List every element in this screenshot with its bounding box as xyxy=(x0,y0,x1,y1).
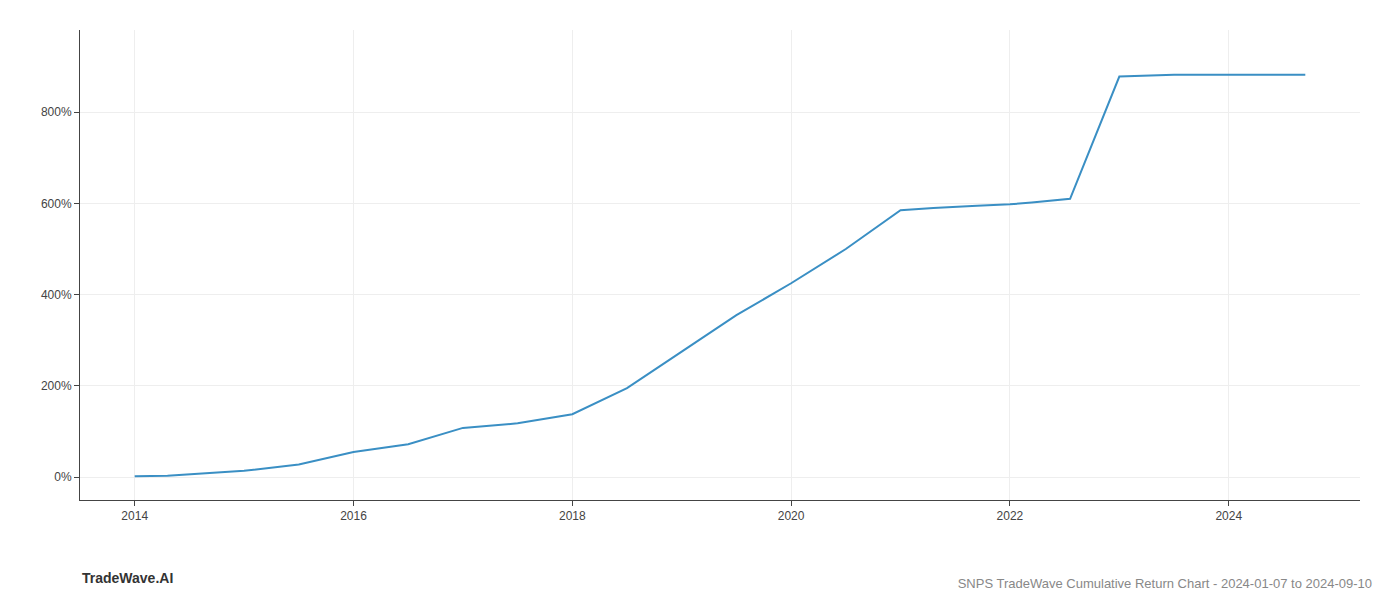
svg-text:SNPS TradeWave Cumulative Retu: SNPS TradeWave Cumulative Return Chart -… xyxy=(958,576,1372,591)
svg-text:TradeWave.AI: TradeWave.AI xyxy=(82,570,173,586)
svg-text:2014: 2014 xyxy=(121,509,148,523)
svg-text:2016: 2016 xyxy=(340,509,367,523)
svg-text:800%: 800% xyxy=(41,105,72,119)
svg-text:400%: 400% xyxy=(41,288,72,302)
svg-text:200%: 200% xyxy=(41,379,72,393)
svg-text:2024: 2024 xyxy=(1215,509,1242,523)
svg-text:2022: 2022 xyxy=(997,509,1024,523)
svg-text:600%: 600% xyxy=(41,197,72,211)
svg-text:0%: 0% xyxy=(54,470,72,484)
svg-text:2018: 2018 xyxy=(559,509,586,523)
svg-text:2020: 2020 xyxy=(778,509,805,523)
